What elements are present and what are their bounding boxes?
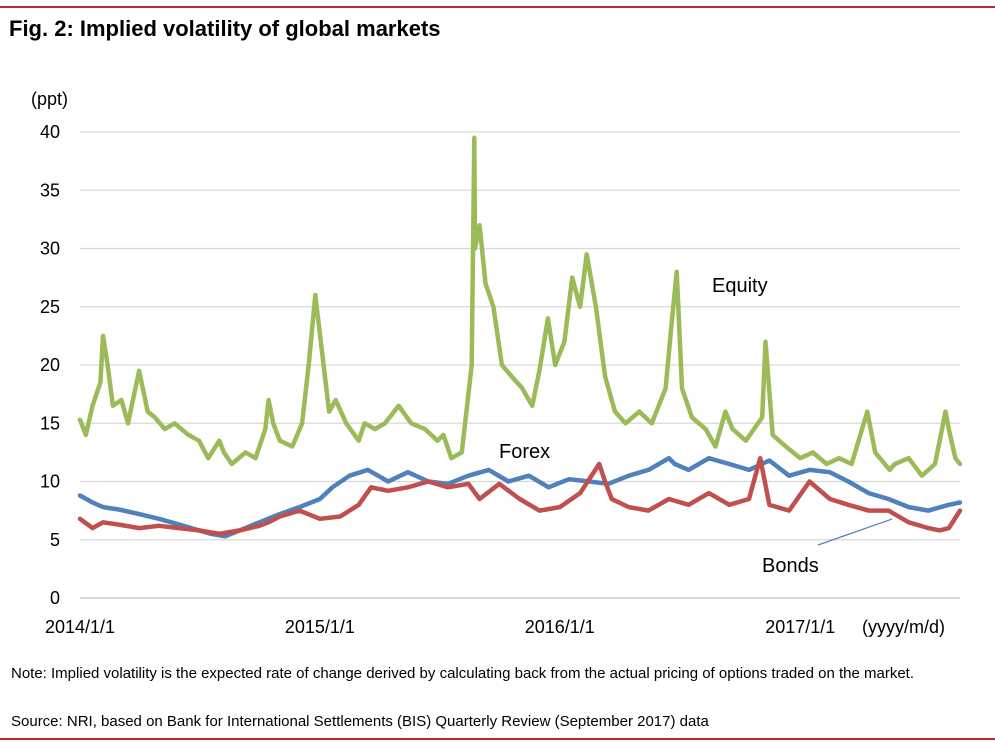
y-tick-labels: 0 5 10 15 20 25 30 35 40 (40, 122, 60, 608)
y-tick-label: 5 (50, 530, 60, 550)
series-equity-line (77, 135, 963, 478)
y-tick-label: 10 (40, 472, 60, 492)
y-tick-label: 25 (40, 297, 60, 317)
x-axis-label: (yyyy/m/d) (862, 617, 945, 637)
gridlines (80, 131, 960, 599)
bonds-callout-line (817, 518, 893, 546)
y-tick-label: 30 (40, 239, 60, 259)
top-rule (0, 6, 995, 8)
series-bonds-line (77, 455, 963, 537)
equity-annotation: Equity (712, 275, 768, 297)
x-tick-label: 2015/1/1 (285, 617, 355, 637)
figure-source: Source: NRI, based on Bank for Internati… (11, 713, 709, 730)
x-tick-labels: 2014/1/1 2015/1/1 2016/1/1 2017/1/1 (45, 617, 835, 637)
y-tick-label: 35 (40, 180, 60, 200)
y-tick-label: 0 (50, 588, 60, 608)
series-lines (77, 135, 963, 539)
x-tick-label: 2014/1/1 (45, 617, 115, 637)
y-tick-label: 15 (40, 413, 60, 433)
bottom-rule (0, 738, 995, 740)
x-tick-label: 2017/1/1 (765, 617, 835, 637)
forex-annotation: Forex (499, 441, 550, 463)
y-axis-label: (ppt) (31, 89, 68, 109)
figure-note: Note: Implied volatility is the expected… (11, 665, 914, 682)
bonds-annotation: Bonds (762, 555, 819, 577)
y-tick-label: 20 (40, 355, 60, 375)
y-tick-label: 40 (40, 122, 60, 142)
line-chart: 0 5 10 15 20 25 30 35 40 2014/1/1 2015/1/1 2016/1/… (31, 89, 963, 637)
x-tick-label: 2016/1/1 (525, 617, 595, 637)
figure-title: Fig. 2: Implied volatility of global mar… (9, 16, 441, 41)
